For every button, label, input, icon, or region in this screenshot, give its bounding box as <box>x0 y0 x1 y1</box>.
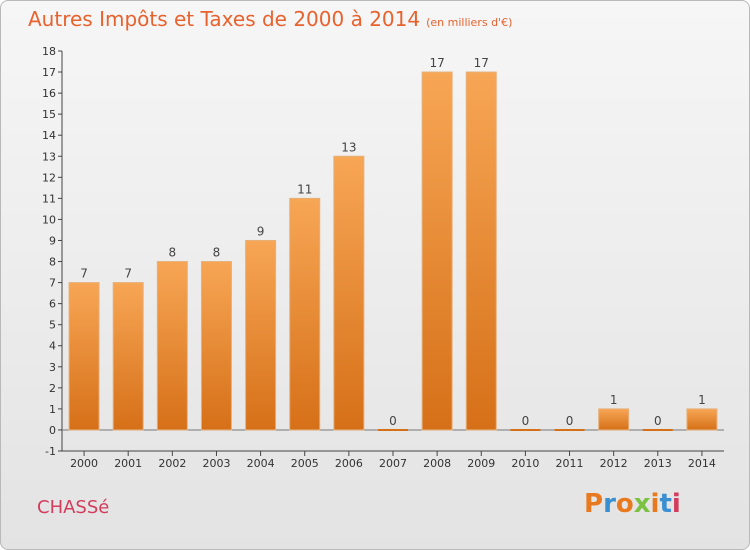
logo-letter: P <box>584 489 604 519</box>
x-tick-label: 2006 <box>335 457 363 470</box>
data-label: 0 <box>566 414 574 428</box>
data-label: 7 <box>80 267 88 281</box>
chart-title: Autres Impôts et Taxes de 2000 à 2014 (en… <box>28 7 512 31</box>
y-tick-label: 10 <box>42 213 56 226</box>
y-tick-label: 15 <box>42 108 56 121</box>
y-tick-label: 1 <box>49 403 56 416</box>
y-tick-label: 8 <box>49 256 56 269</box>
x-tick-label: 2007 <box>379 457 407 470</box>
y-tick-label: -1 <box>45 445 56 458</box>
data-labels-group: 7 7 8 8 9 11 13 0 17 17 0 0 1 0 1 <box>80 56 706 428</box>
x-tick-label: 2010 <box>511 457 539 470</box>
y-tick-label: 3 <box>49 361 56 374</box>
y-tick-label: 18 <box>42 45 56 58</box>
data-label: 1 <box>610 393 618 407</box>
x-tick-label: 2009 <box>467 457 495 470</box>
bar <box>112 282 144 431</box>
x-tick-label: 2014 <box>688 457 716 470</box>
y-tick-label: 14 <box>42 129 56 142</box>
bar <box>686 408 718 431</box>
logo-letter: o <box>615 489 634 519</box>
x-tick-label: 2012 <box>600 457 628 470</box>
y-tick-label: 4 <box>49 340 56 353</box>
data-label: 8 <box>213 246 221 260</box>
y-tick-label: 16 <box>42 87 56 100</box>
logo-letter: t <box>659 489 672 519</box>
bar <box>200 261 232 431</box>
y-tick-label: 13 <box>42 150 56 163</box>
x-tick-label: 2001 <box>114 457 142 470</box>
bar <box>421 71 453 431</box>
bar <box>598 408 630 431</box>
y-tick-label: 6 <box>49 298 56 311</box>
y-tick-label: 17 <box>42 66 56 79</box>
y-tick-label: 2 <box>49 382 56 395</box>
proxiti-logo[interactable]: Proxiti <box>584 489 681 519</box>
logo-letter: x <box>633 489 651 519</box>
x-tick-label: 2002 <box>158 457 186 470</box>
x-tick-label: 2013 <box>644 457 672 470</box>
bar <box>245 239 277 431</box>
chart-title-text: Autres Impôts et Taxes de 2000 à 2014 <box>28 7 421 31</box>
data-label: 0 <box>522 414 530 428</box>
bar <box>289 197 321 431</box>
bar <box>333 155 365 431</box>
data-label: 9 <box>257 224 265 238</box>
data-label: 13 <box>341 140 356 154</box>
y-tick-label: 5 <box>49 319 56 332</box>
data-label: 0 <box>389 414 397 428</box>
bar <box>465 71 497 431</box>
bars-group <box>68 71 718 431</box>
logo-letter: i <box>650 489 660 519</box>
x-tick-label: 2008 <box>423 457 451 470</box>
y-tick-label: 7 <box>49 277 56 290</box>
place-name: CHASSé <box>37 497 110 518</box>
bar <box>156 261 188 431</box>
data-label: 17 <box>429 56 444 70</box>
y-tick-label: 0 <box>49 424 56 437</box>
x-tick-label: 2003 <box>202 457 230 470</box>
data-label: 7 <box>124 267 132 281</box>
data-label: 17 <box>474 56 489 70</box>
y-tick-label: 12 <box>42 171 56 184</box>
logo-letter: i <box>671 489 681 519</box>
x-tick-label: 2011 <box>556 457 584 470</box>
data-label: 11 <box>297 182 312 196</box>
x-tick-label: 2004 <box>247 457 275 470</box>
data-label: 8 <box>169 246 177 260</box>
data-label: 1 <box>698 393 706 407</box>
logo-letter: r <box>603 489 616 519</box>
x-tick-label: 2000 <box>70 457 98 470</box>
data-label: 0 <box>654 414 662 428</box>
y-tick-label: 9 <box>49 234 56 247</box>
y-tick-label: 11 <box>42 192 56 205</box>
bar <box>68 282 100 431</box>
x-tick-label: 2005 <box>291 457 319 470</box>
chart-unit: (en milliers d'€) <box>426 16 513 29</box>
